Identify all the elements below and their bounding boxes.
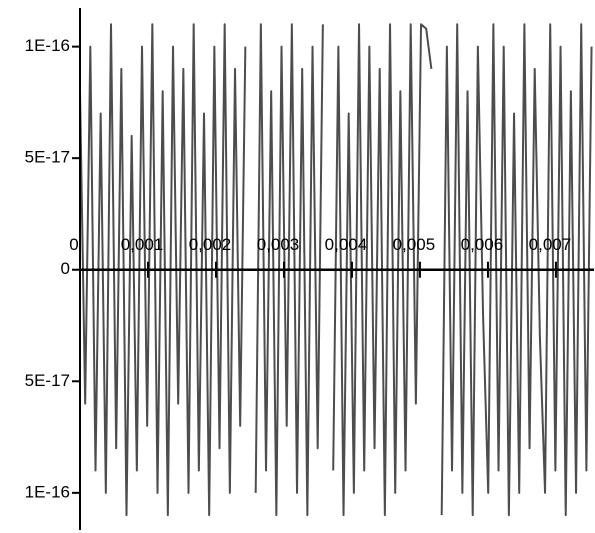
data-line: [79, 23, 593, 517]
y-tick-label: 5E-17: [25, 148, 70, 167]
y-tick-label: 0: [61, 259, 70, 278]
x-tick-label: 0,002: [189, 235, 232, 254]
x-tick-label: 0,004: [325, 235, 368, 254]
y-tick-label: 1E-16: [25, 36, 70, 55]
x-tick-label: 0,003: [257, 235, 300, 254]
x-tick-label: 0,006: [461, 235, 504, 254]
y-tick-label: 1E-16: [25, 482, 70, 501]
y-tick-label: 5E-17: [25, 371, 70, 390]
x-tick-label: 0,007: [529, 235, 572, 254]
x-tick-label: 0,005: [393, 235, 436, 254]
x-tick-label: 0,001: [121, 235, 164, 254]
x-tick-label: 0: [69, 235, 78, 254]
